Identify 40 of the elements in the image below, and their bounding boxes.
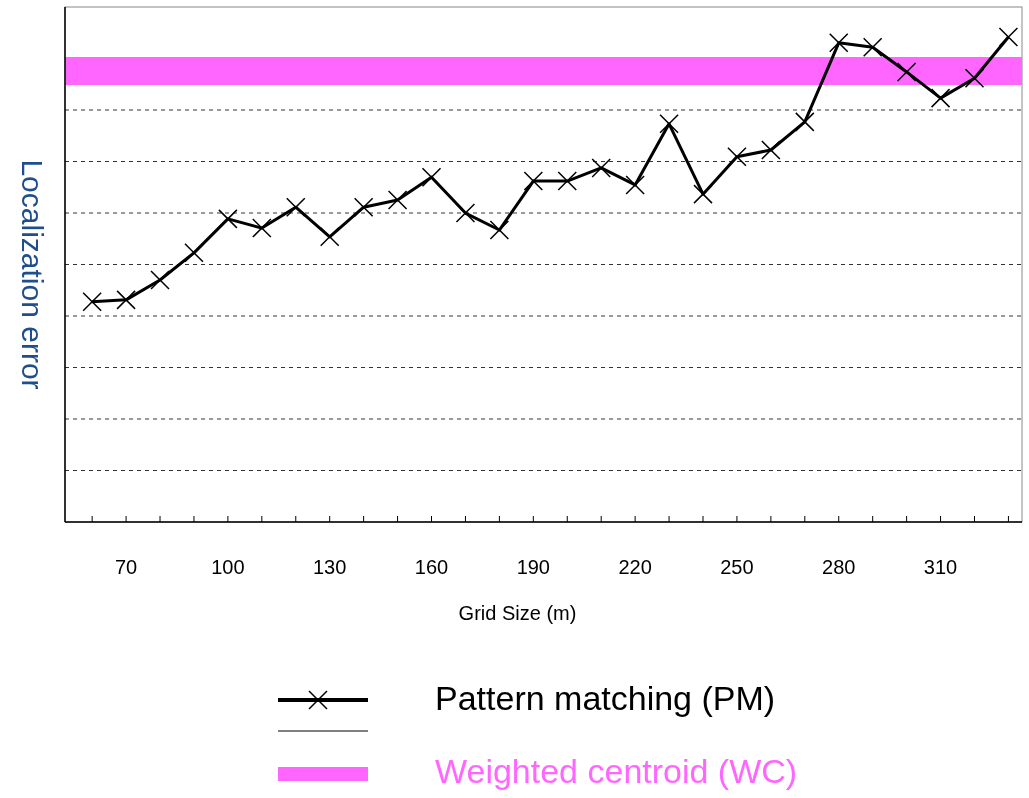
point (930, 88, 951, 108)
x-tick-label: 100 (211, 556, 245, 578)
point (964, 68, 985, 88)
point (421, 167, 442, 187)
point (218, 209, 238, 229)
point (523, 171, 544, 191)
point (319, 227, 340, 247)
point (557, 171, 578, 191)
point (862, 37, 883, 57)
point (795, 112, 815, 132)
point (727, 147, 747, 167)
point (625, 175, 645, 195)
point (387, 190, 408, 210)
x-tick-label: 280 (822, 556, 856, 578)
legend-label: Pattern matching (PM) (435, 679, 776, 717)
legend-label: Weighted centroid (WC) (435, 752, 798, 790)
point (761, 140, 781, 160)
point (659, 114, 679, 134)
point (116, 290, 136, 310)
x-tick-label: 130 (313, 556, 347, 578)
point (896, 62, 917, 82)
point (353, 197, 374, 217)
point (489, 220, 510, 240)
x-tick-label: 250 (720, 556, 754, 578)
x-axis-title: Grid Size (m) (458, 602, 577, 624)
point (252, 218, 272, 238)
x-tick-label: 190 (516, 556, 551, 578)
point (998, 27, 1019, 47)
point (591, 158, 611, 178)
y-axis-title: Localization error (16, 159, 49, 390)
point (286, 197, 306, 217)
point (455, 203, 476, 223)
x-tick-label: 310 (923, 556, 958, 578)
point (150, 270, 170, 290)
x-tick-label: 160 (414, 556, 449, 578)
point (828, 33, 849, 53)
point (693, 184, 713, 204)
x-tick-label: 220 (618, 556, 652, 578)
x-tick-label: 70 (114, 556, 138, 578)
point (82, 292, 102, 312)
